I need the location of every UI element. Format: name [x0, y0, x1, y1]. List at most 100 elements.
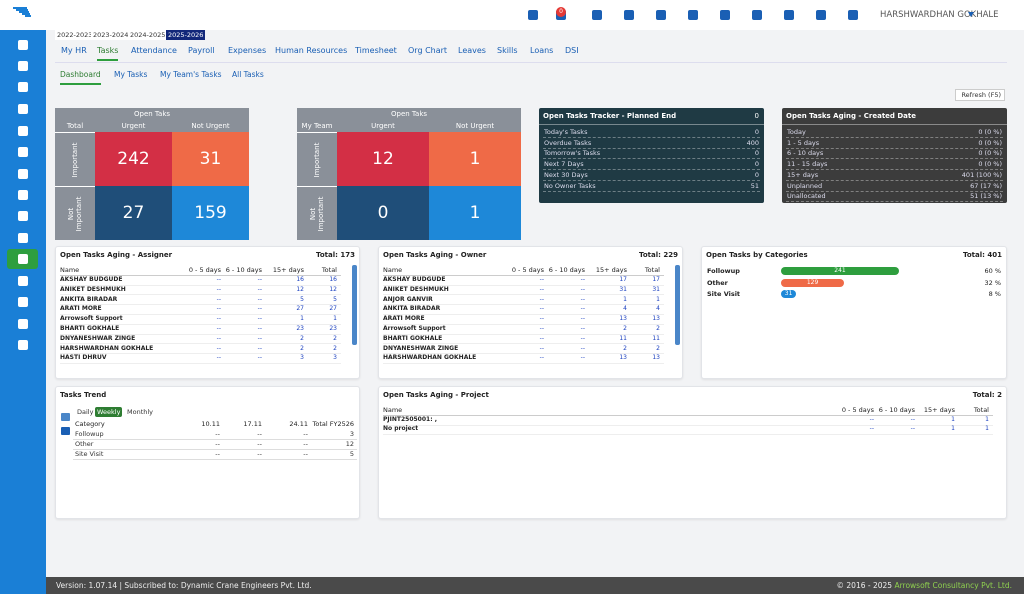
top-icon[interactable]	[656, 10, 666, 20]
row-value[interactable]: 27	[329, 305, 337, 312]
nav-tab[interactable]: Human Resources	[275, 46, 347, 55]
row-value[interactable]: 27	[296, 305, 304, 312]
category-bar[interactable]: 31	[781, 290, 796, 298]
menu-icon[interactable]	[18, 40, 28, 50]
row-value[interactable]: 5	[333, 296, 337, 303]
row-value[interactable]: 1	[985, 416, 989, 423]
row-value[interactable]: 1	[656, 296, 660, 303]
top-icon[interactable]	[592, 10, 602, 20]
menu-icon[interactable]	[18, 126, 28, 136]
matrix-value[interactable]: 31	[172, 132, 249, 186]
row-value[interactable]: --	[258, 335, 262, 342]
row-value[interactable]: 1	[985, 425, 989, 432]
row-label[interactable]: No Owner Tasks	[544, 182, 596, 190]
row-value[interactable]: 12	[296, 286, 304, 293]
row-label[interactable]: 15+ days	[787, 171, 818, 179]
nav-tab[interactable]: Loans	[530, 46, 553, 55]
row-value[interactable]: 31	[619, 286, 627, 293]
row-value[interactable]: 13	[619, 315, 627, 322]
row-value[interactable]: --	[581, 276, 585, 283]
nav-tab[interactable]: My HR	[61, 46, 87, 55]
row-value[interactable]: 4	[656, 305, 660, 312]
row-label[interactable]: Next 30 Days	[544, 171, 588, 179]
row-value[interactable]: --	[911, 416, 915, 423]
row-value[interactable]: 0 (0 %)	[978, 160, 1002, 168]
nav-tab[interactable]: Skills	[497, 46, 518, 55]
nav-tab[interactable]: Timesheet	[355, 46, 397, 55]
row-value[interactable]: --	[581, 315, 585, 322]
row-label[interactable]: 11 - 15 days	[787, 160, 827, 168]
matrix-value[interactable]: 1	[429, 186, 521, 240]
row-value[interactable]: 11	[619, 335, 627, 342]
menu-icon[interactable]	[18, 233, 28, 243]
trend-mode[interactable]: Daily	[75, 407, 95, 417]
subnav-tab[interactable]: Dashboard	[60, 70, 101, 85]
refresh-button[interactable]: Refresh (F5)	[955, 89, 1005, 101]
row-label[interactable]: Unallocated	[787, 192, 826, 200]
subnav-tab[interactable]: My Team's Tasks	[160, 70, 222, 79]
row-value[interactable]: 67 (17 %)	[970, 182, 1002, 190]
row-value[interactable]: --	[581, 286, 585, 293]
row-value[interactable]: --	[258, 305, 262, 312]
year-tab[interactable]: 2024-2025	[128, 30, 167, 40]
nav-tab[interactable]: Expenses	[228, 46, 266, 55]
row-value[interactable]: --	[217, 276, 221, 283]
nav-tab[interactable]: Leaves	[458, 46, 486, 55]
row-value[interactable]: 31	[652, 286, 660, 293]
row-value[interactable]: 0 (0 %)	[978, 139, 1002, 147]
menu-icon[interactable]	[18, 340, 28, 350]
row-value[interactable]: --	[540, 296, 544, 303]
row-value[interactable]: --	[540, 354, 544, 361]
row-value[interactable]: 51 (13 %)	[970, 192, 1002, 200]
trend-icon[interactable]	[61, 413, 70, 421]
row-value[interactable]: --	[540, 315, 544, 322]
row-label[interactable]: 1 - 5 days	[787, 139, 819, 147]
top-icon[interactable]	[688, 10, 698, 20]
row-value[interactable]: --	[258, 276, 262, 283]
row-value[interactable]: 3	[333, 354, 337, 361]
top-icon[interactable]	[720, 10, 730, 20]
row-value[interactable]: 2	[623, 345, 627, 352]
row-value[interactable]: 2	[656, 345, 660, 352]
row-value[interactable]: --	[581, 305, 585, 312]
row-value[interactable]: 2	[300, 345, 304, 352]
menu-icon[interactable]	[18, 61, 28, 71]
top-icon[interactable]	[752, 10, 762, 20]
row-value[interactable]: --	[217, 296, 221, 303]
menu-icon[interactable]	[18, 319, 28, 329]
nav-tab[interactable]: Tasks	[97, 46, 118, 61]
row-value[interactable]: --	[217, 354, 221, 361]
menu-icon[interactable]	[18, 276, 28, 286]
row-label[interactable]: Today's Tasks	[544, 128, 587, 136]
row-value[interactable]: 4	[623, 305, 627, 312]
row-value[interactable]: 16	[329, 276, 337, 283]
row-value[interactable]: 51	[751, 182, 759, 190]
row-value[interactable]: 17	[652, 276, 660, 283]
matrix-value[interactable]: 1	[429, 132, 521, 186]
row-value[interactable]: --	[581, 296, 585, 303]
row-value[interactable]: 16	[296, 276, 304, 283]
trend-icon[interactable]	[61, 427, 70, 435]
row-label[interactable]: Unplanned	[787, 182, 822, 190]
row-value[interactable]: --	[217, 345, 221, 352]
row-value[interactable]: --	[217, 305, 221, 312]
top-icon[interactable]	[784, 10, 794, 20]
row-value[interactable]: 400	[747, 139, 759, 147]
subnav-tab[interactable]: All Tasks	[232, 70, 264, 79]
row-value[interactable]: --	[258, 345, 262, 352]
row-value[interactable]: 12	[329, 286, 337, 293]
row-value[interactable]: 2	[656, 325, 660, 332]
row-value[interactable]: --	[540, 286, 544, 293]
menu-icon[interactable]	[18, 297, 28, 307]
row-value[interactable]: --	[911, 425, 915, 432]
row-value[interactable]: 23	[296, 325, 304, 332]
top-icon[interactable]	[848, 10, 858, 20]
row-value[interactable]: 0	[755, 160, 759, 168]
user-name[interactable]: HARSHWARDHAN GOKHALE	[880, 10, 999, 20]
row-value[interactable]: --	[217, 286, 221, 293]
row-value[interactable]: --	[258, 286, 262, 293]
row-value[interactable]: --	[217, 335, 221, 342]
row-value[interactable]: --	[581, 325, 585, 332]
row-label[interactable]: Next 7 Days	[544, 160, 584, 168]
row-value[interactable]: 1	[623, 296, 627, 303]
